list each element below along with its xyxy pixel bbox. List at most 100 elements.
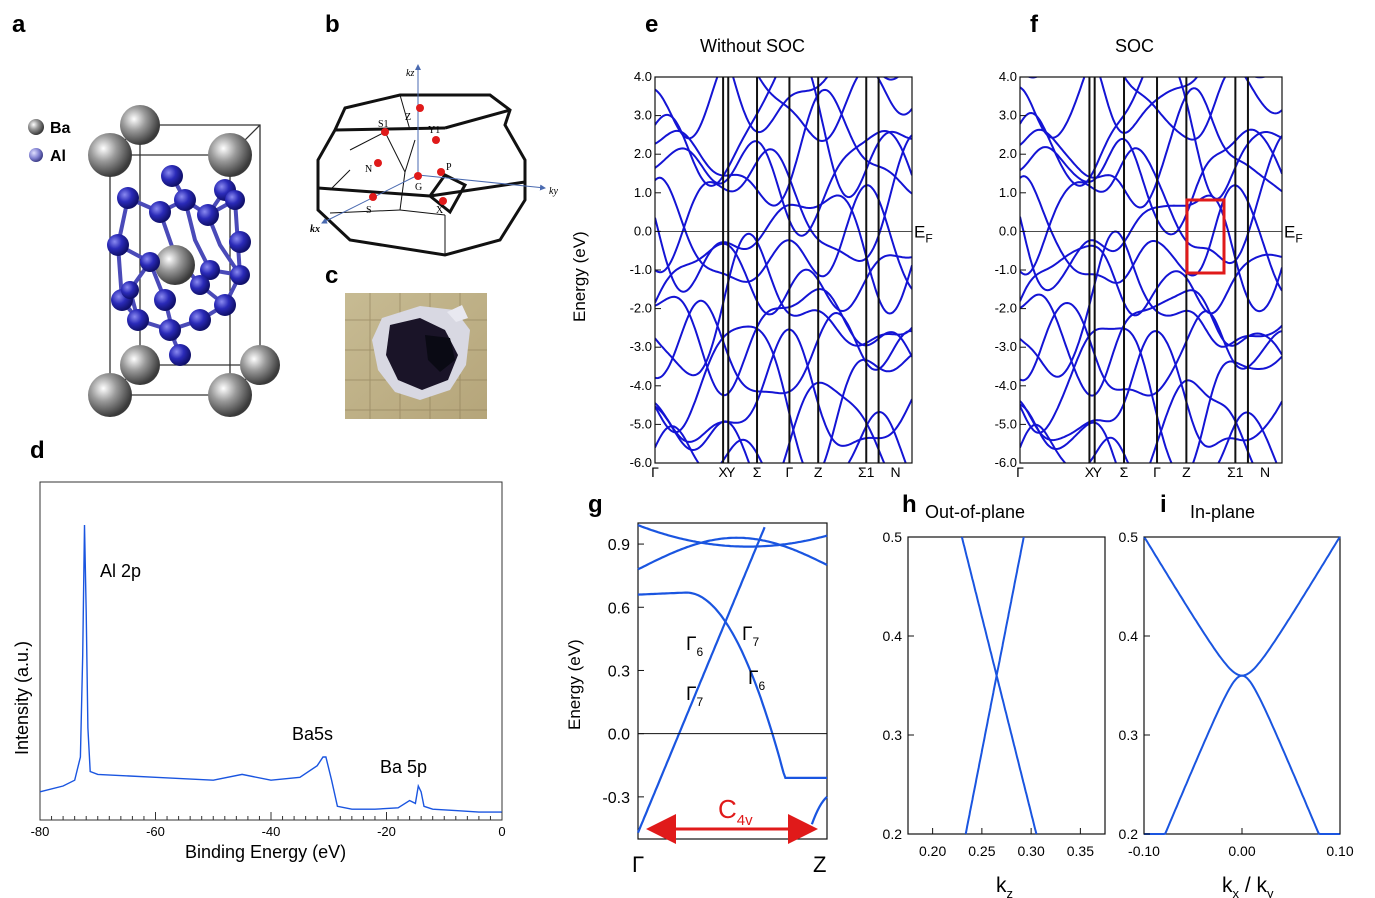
out-of-plane-dispersion: Out-of-plane 0.2 0.3 0.4 0.5 0.20 0.25 0.30 0.3… [883, 502, 1106, 898]
kpath-label: Σ [1120, 464, 1129, 480]
g-band [637, 591, 827, 779]
band-line [1019, 135, 1283, 276]
band-line [1019, 330, 1283, 448]
g-ytick-label: 0.0 [608, 727, 630, 744]
band-structure-soc: SOC EF-6.0-5.0-4.0-3.0-2.0-1.00.01.02.03… [960, 36, 1312, 483]
band-ytick-label: 2.0 [634, 146, 652, 161]
svg-text:C4v: C4v [718, 794, 753, 829]
g-ytick-label: 0.9 [608, 537, 630, 554]
g-band [636, 526, 766, 834]
band-ytick-label: -3.0 [995, 339, 1017, 354]
panel-label-b: b [325, 11, 340, 38]
band-ytick-label: 3.0 [999, 108, 1017, 123]
i-xlabel: k [1222, 874, 1233, 897]
g-ytick-label: 0.6 [608, 600, 630, 617]
cone-xtick-label: 0.10 [1326, 843, 1353, 859]
band-ytick-label: 3.0 [634, 108, 652, 123]
kpath-label: X [1085, 464, 1095, 480]
panel-label-h: h [902, 491, 917, 518]
band-line [1019, 194, 1283, 313]
cone-ytick-label: 0.2 [1119, 826, 1139, 842]
kpath-label: N [1260, 464, 1270, 480]
svg-text:kx / ky: kx / ky [1222, 874, 1274, 898]
svg-text:Z: Z [405, 112, 411, 123]
cone-xtick-label: -0.10 [1128, 843, 1160, 859]
g-ylabel: Energy (eV) [565, 639, 584, 730]
svg-text:P: P [446, 162, 452, 173]
band-ytick-label: -6.0 [630, 455, 652, 470]
ba-legend-icon [28, 119, 44, 135]
band-ylabel: Energy (eV) [570, 231, 589, 322]
svg-text:kz: kz [406, 68, 414, 79]
kpath-label: Σ1 [1227, 464, 1244, 480]
svg-text:Γ7: Γ7 [686, 684, 703, 709]
xps-ylabel: Intensity (a.u.) [12, 641, 32, 755]
al-legend-label: Al [50, 148, 66, 165]
band-line [654, 325, 913, 472]
band-ytick-label: 2.0 [999, 146, 1017, 161]
band-ytick-label: 0.0 [999, 223, 1017, 238]
band-line [654, 194, 913, 315]
panel-label-i: i [1160, 491, 1167, 518]
xps-xtick-label: -60 [146, 824, 165, 839]
g-xtick-z: Z [813, 852, 826, 877]
cone-ytick-label: 0.4 [1119, 628, 1139, 644]
band-line [654, 242, 913, 316]
zoom-region-box [1185, 198, 1226, 275]
c4v-label: C [718, 794, 737, 824]
xps-annotation-ba5p: Ba 5p [380, 757, 427, 777]
band-ytick-label: 1.0 [634, 185, 652, 200]
band-line [1019, 379, 1282, 472]
cone-xtick-label: 0.25 [968, 843, 995, 859]
g-band [637, 536, 828, 571]
band-ytick-label: -5.0 [995, 416, 1017, 431]
band-line [654, 381, 912, 472]
svg-text:S: S [366, 205, 372, 216]
kpath-label: X [718, 464, 728, 480]
cone-ytick-label: 0.3 [1119, 727, 1139, 743]
cone-ytick-label: 0.2 [883, 826, 903, 842]
ba-legend-label: Ba [50, 120, 71, 137]
panel-label-g: g [588, 491, 603, 518]
band-ytick-label: -1.0 [630, 262, 652, 277]
xps-xtick-label: -80 [31, 824, 50, 839]
panel-label-d: d [30, 437, 45, 464]
band-line [1019, 289, 1283, 397]
h-xlabel: k [996, 874, 1007, 897]
svg-text:Γ6: Γ6 [748, 668, 765, 693]
svg-text:X: X [436, 205, 444, 216]
band-line [654, 176, 913, 290]
zoomed-band-gamma-z: -0.3 0.0 0.3 0.6 0.9 Energy (eV) Γ Z Γ6 Γ7 Γ… [565, 522, 828, 877]
crystal-structure: Ba Al [28, 105, 280, 417]
brillouin-zone: kz ky kx Z S1 Y1 N P G S X [310, 64, 558, 257]
band-ytick-label: -4.0 [995, 378, 1017, 393]
cone-band [1143, 536, 1341, 677]
band-line [1019, 230, 1283, 378]
svg-text:N: N [365, 164, 372, 175]
cone-band [960, 536, 1038, 835]
svg-text:Γ7: Γ7 [742, 624, 759, 649]
band-line [1019, 327, 1283, 472]
kpath-label: Σ [753, 464, 762, 480]
band-title-no-soc: Without SOC [700, 36, 805, 56]
g-ytick-label: 0.3 [608, 663, 630, 680]
cone-band [964, 536, 1025, 835]
xps-annotation-al2p: Al 2p [100, 561, 141, 581]
kpath-label: Z [814, 464, 823, 480]
band-ytick-label: -1.0 [995, 262, 1017, 277]
kpath-label: Σ1 [858, 464, 875, 480]
band-ytick-label: -5.0 [630, 416, 652, 431]
i-title: In-plane [1190, 502, 1255, 522]
xps-xlabel: Binding Energy (eV) [185, 842, 346, 862]
xps-annotation-ba5s: Ba5s [292, 724, 333, 744]
kpath-label: N [891, 464, 901, 480]
g-band [637, 524, 828, 548]
band-ytick-label: -6.0 [995, 455, 1017, 470]
band-ytick-label: 0.0 [634, 223, 652, 238]
band-ytick-label: 4.0 [634, 69, 652, 84]
svg-text:G: G [415, 182, 422, 193]
kpath-label: Z [1182, 464, 1191, 480]
panel-label-a: a [12, 11, 26, 38]
band-ytick-label: -4.0 [630, 378, 652, 393]
xps-xtick-label: -20 [377, 824, 396, 839]
